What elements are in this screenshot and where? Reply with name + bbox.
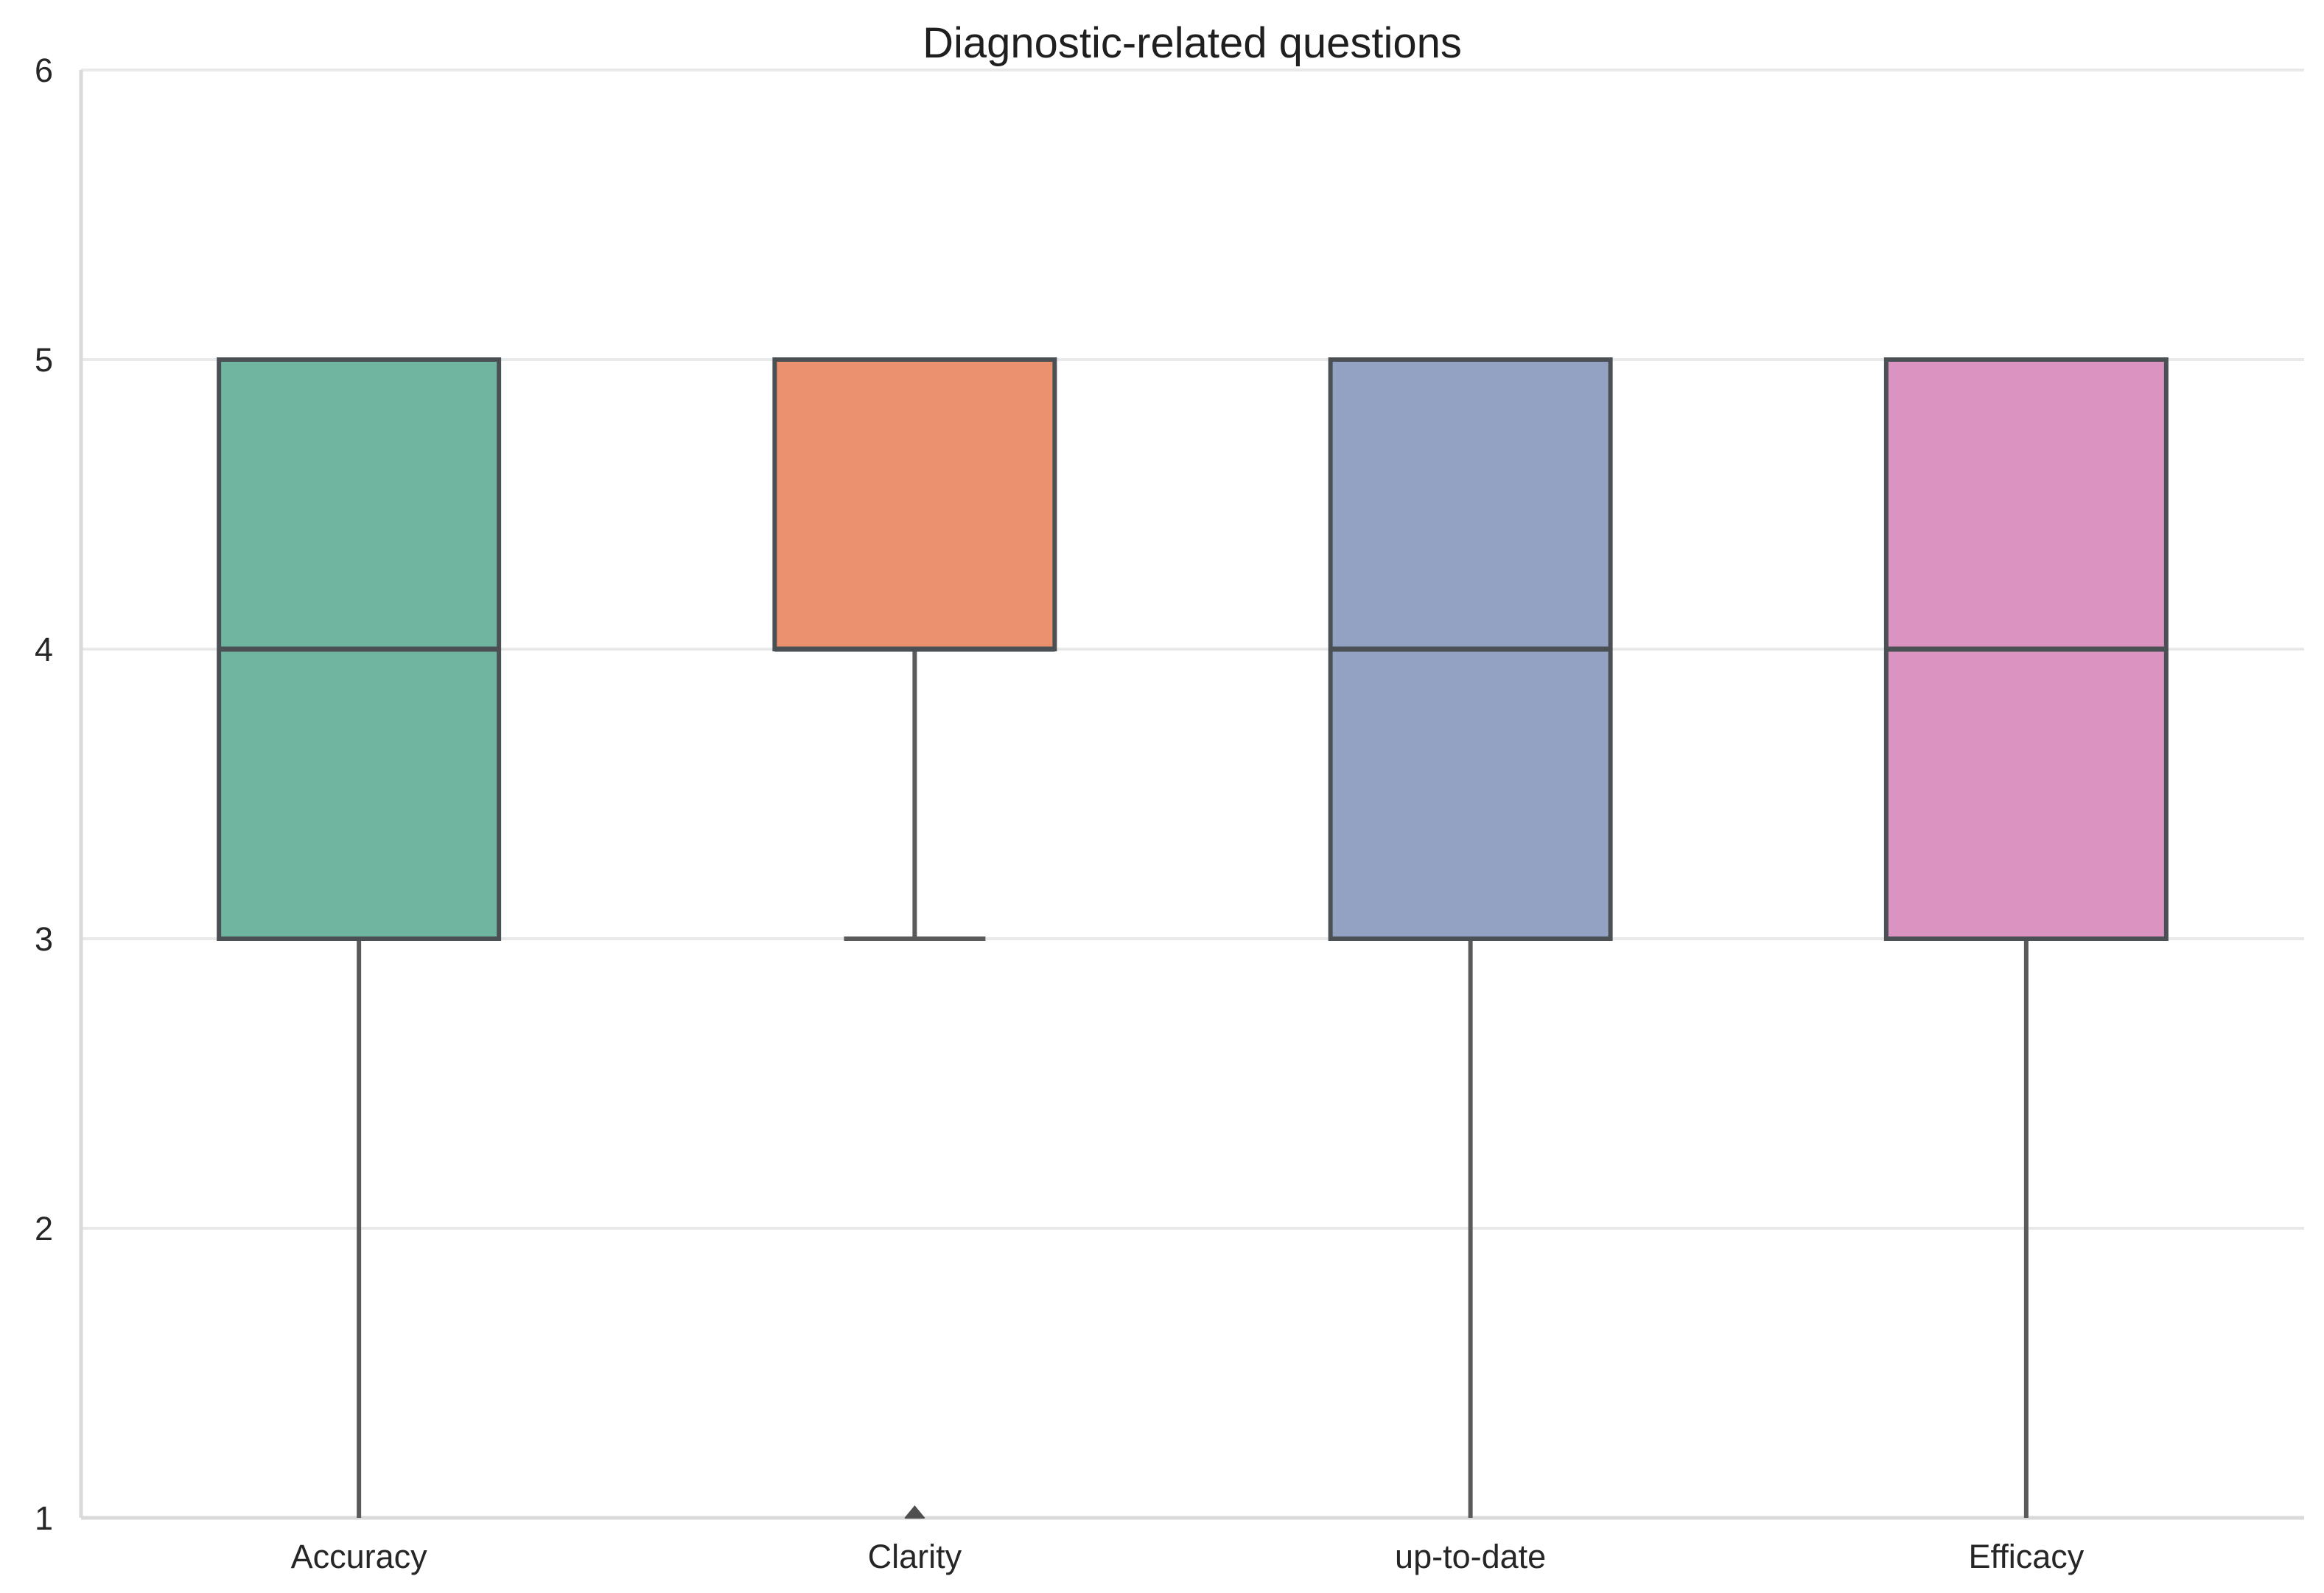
x-axis-category-labels: Accuracy Clarity up-to-date Efficacy (291, 1538, 2085, 1575)
box-group-Clarity (772, 357, 1057, 1519)
box-iqr (772, 357, 1057, 651)
box-group-up-to-date (1328, 357, 1613, 1518)
box-group-Efficacy (1883, 357, 2169, 1518)
y-axis-tick-labels: 1 2 3 4 5 6 (35, 52, 53, 1537)
y-tick-label-6: 6 (35, 52, 53, 89)
outlier-diamond (904, 1505, 925, 1519)
box-group-Accuracy (217, 357, 502, 1518)
axes-spines (79, 70, 2304, 1520)
x-category-label-Efficacy: Efficacy (1969, 1538, 2085, 1575)
x-category-label-Clarity: Clarity (868, 1538, 962, 1575)
y-tick-label-3: 3 (35, 920, 53, 958)
y-tick-label-1: 1 (35, 1499, 53, 1537)
x-category-label-up-to-date: up-to-date (1395, 1538, 1546, 1575)
y-tick-label-2: 2 (35, 1210, 53, 1247)
y-tick-label-4: 4 (35, 631, 53, 668)
box-series (217, 357, 2169, 1519)
chart-title: Diagnostic-related questions (923, 19, 1462, 67)
y-tick-label-5: 5 (35, 341, 53, 379)
x-category-label-Accuracy: Accuracy (291, 1538, 428, 1575)
